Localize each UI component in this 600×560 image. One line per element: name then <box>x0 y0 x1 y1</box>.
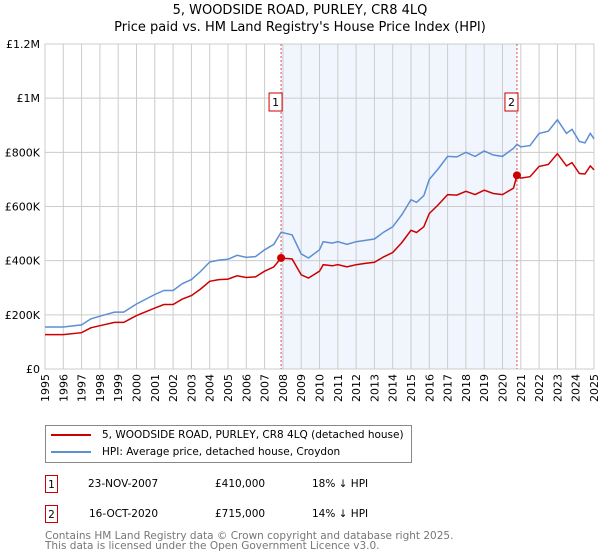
x-tick-label: 2005 <box>222 374 235 402</box>
y-tick-label: £0 <box>26 363 40 376</box>
chart-subtitle: Price paid vs. HM Land Registry's House … <box>114 20 486 35</box>
x-tick-label: 2017 <box>442 374 455 402</box>
y-tick-label: £200K <box>5 309 41 322</box>
x-tick-label: 2002 <box>167 374 180 402</box>
x-tick-label: 1995 <box>39 374 52 402</box>
sale-delta: 18% ↓ HPI <box>312 478 369 490</box>
sale-point <box>512 171 521 180</box>
x-tick-label: 2001 <box>149 374 162 402</box>
y-tick-label: £400K <box>5 255 41 268</box>
x-tick-label: 2006 <box>240 374 253 402</box>
sale-delta: 14% ↓ HPI <box>312 508 369 520</box>
x-tick-label: 2013 <box>368 374 381 402</box>
footer-line-1: Contains HM Land Registry data © Crown c… <box>45 530 454 542</box>
x-tick-label: 2020 <box>497 374 510 402</box>
legend-swatch-property <box>51 434 91 436</box>
x-tick-label: 2009 <box>295 374 308 402</box>
legend-label-property: 5, WOODSIDE ROAD, PURLEY, CR8 4LQ (detac… <box>102 429 404 441</box>
x-tick-label: 2003 <box>185 374 198 402</box>
legend-label-hpi: HPI: Average price, detached house, Croy… <box>102 446 341 458</box>
footer-line-2: This data is licensed under the Open Gov… <box>45 540 380 552</box>
x-tick-label: 1997 <box>76 374 89 402</box>
sale-point <box>277 253 286 262</box>
sale-row: 1 23-NOV-2007 £410,000 18% ↓ HPI <box>45 475 545 495</box>
sale-date: 16-OCT-2020 <box>89 508 158 520</box>
x-tick-label: 2010 <box>314 374 327 402</box>
sale-badge-box <box>504 92 519 112</box>
sale-price: £715,000 <box>215 508 266 520</box>
x-tick-label: 2018 <box>460 374 473 402</box>
x-tick-label: 2023 <box>551 374 564 402</box>
x-tick-label: 2000 <box>131 374 144 402</box>
x-tick-label: 2007 <box>259 374 272 402</box>
y-tick-label: £600K <box>5 201 41 214</box>
x-tick-label: 2012 <box>350 374 363 402</box>
x-tick-label: 2016 <box>423 374 436 402</box>
x-tick-label: 2004 <box>204 374 217 402</box>
sale-badge: 2 <box>45 505 58 523</box>
sale-row: 2 16-OCT-2020 £715,000 14% ↓ HPI <box>45 505 545 525</box>
x-tick-label: 1996 <box>57 374 70 402</box>
hpi-series-line <box>45 118 595 328</box>
x-tick-label: 2021 <box>515 374 528 402</box>
sale-date: 23-NOV-2007 <box>88 478 159 490</box>
x-tick-label: 2024 <box>570 374 583 402</box>
chart-title: 5, WOODSIDE ROAD, PURLEY, CR8 4LQ <box>172 3 428 18</box>
sale-badge-box <box>268 92 283 112</box>
y-tick-label: £1.2M <box>6 38 40 51</box>
x-tick-label: 1998 <box>94 374 107 402</box>
plot-border <box>44 43 595 370</box>
sale-badge-label: 1 <box>272 96 279 109</box>
x-tick-label: 2015 <box>405 374 418 402</box>
x-tick-label: 2022 <box>533 374 546 402</box>
x-tick-label: 2019 <box>478 374 491 402</box>
legend: 5, WOODSIDE ROAD, PURLEY, CR8 4LQ (detac… <box>45 425 412 463</box>
footer: Contains HM Land Registry data © Crown c… <box>45 530 454 552</box>
sale-badge: 1 <box>45 475 58 493</box>
x-tick-label: 2025 <box>588 374 600 402</box>
x-tick-label: 2008 <box>277 374 290 402</box>
sale-price: £410,000 <box>215 478 266 490</box>
legend-swatch-hpi <box>51 451 91 453</box>
y-tick-label: £1M <box>17 92 41 105</box>
x-tick-label: 1999 <box>112 374 125 402</box>
sale-badge-label: 2 <box>508 96 515 109</box>
x-tick-label: 2014 <box>387 374 400 402</box>
x-tick-label: 2011 <box>332 374 345 402</box>
price-chart: 1995 1996 1997 1998 1999 2000 2001 2002 2003 2004… <box>5 38 600 402</box>
y-tick-label: £800K <box>5 146 41 159</box>
